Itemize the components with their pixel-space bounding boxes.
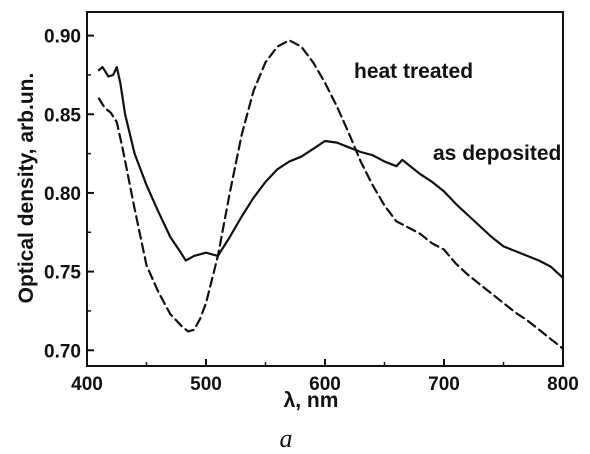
series-line-as-deposited [97, 65, 565, 279]
x-tick-label: 800 [547, 374, 579, 395]
x-axis-label: λ, nm [284, 389, 339, 412]
x-tick-label: 400 [71, 374, 103, 395]
y-tick-label: 0.80 [44, 184, 81, 205]
y-tick-label: 0.85 [44, 105, 81, 126]
y-tick-label: 0.70 [44, 341, 81, 362]
series-line-heat-treated [97, 39, 565, 350]
y-tick-label: 0.90 [44, 27, 81, 48]
plot-border [86, 11, 564, 367]
annotation-as-deposited: as deposited [433, 142, 561, 165]
y-tick-label: 0.75 [44, 263, 81, 284]
figure-caption: a [280, 424, 293, 453]
plot-frame [86, 11, 564, 367]
y-axis-label: Optical density, arb.un. [15, 73, 38, 304]
x-axis-ticks: 400 500 600 700 800 [71, 359, 579, 395]
series-layer [97, 39, 565, 350]
x-tick-label: 600 [309, 374, 341, 395]
y-axis-ticks: 0.70 0.75 0.80 0.85 0.90 [44, 27, 94, 362]
x-tick-label: 500 [190, 374, 222, 395]
annotation-heat-treated: heat treated [354, 60, 473, 83]
x-tick-label: 700 [428, 374, 460, 395]
